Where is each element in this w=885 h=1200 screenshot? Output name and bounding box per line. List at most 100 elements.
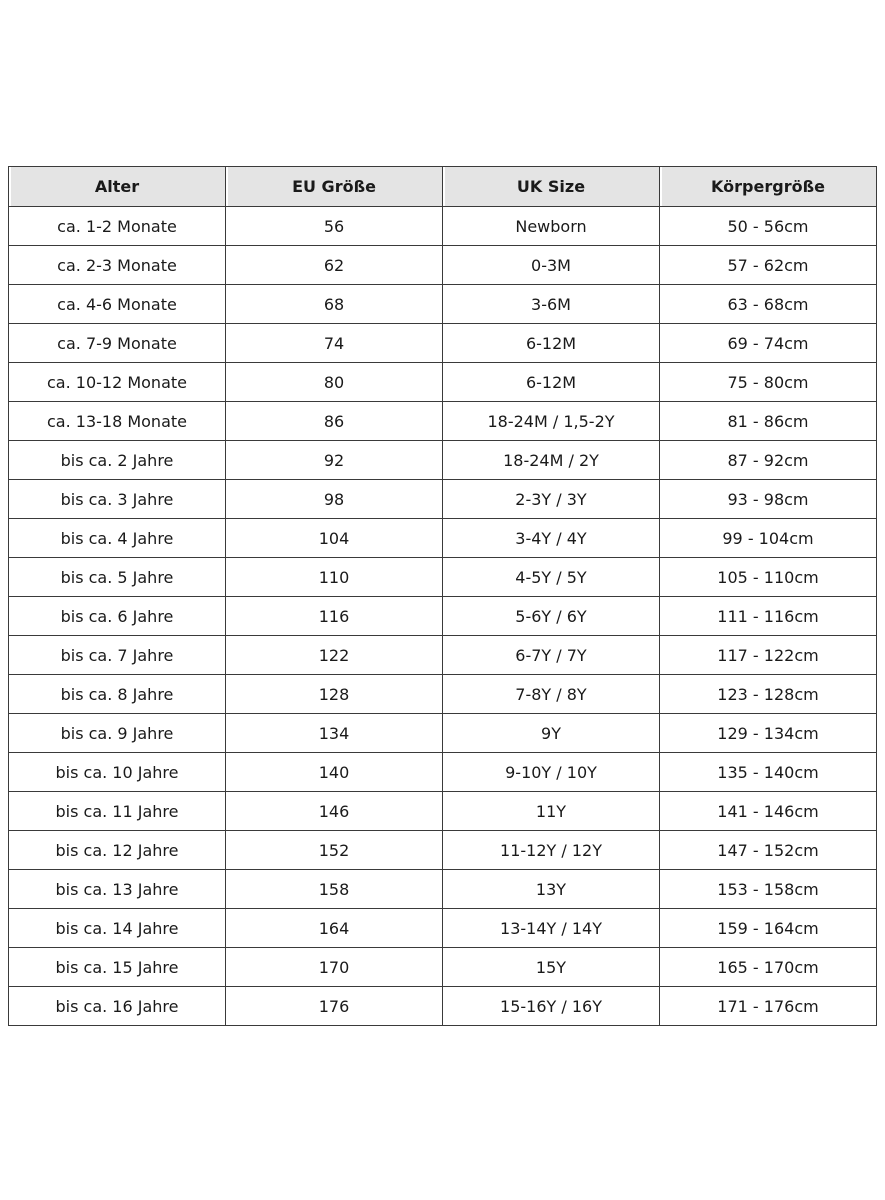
body-height-cell: 141 - 146cm (659, 791, 877, 831)
age-cell: bis ca. 7 Jahre (8, 635, 226, 675)
body-height-cell: 117 - 122cm (659, 635, 877, 675)
eu-size-cell: 134 (225, 713, 443, 753)
eu-size-cell: 86 (225, 401, 443, 441)
table-row: bis ca. 2 Jahre 92 18-24M / 2Y 87 - 92cm (8, 440, 877, 480)
age-cell: bis ca. 16 Jahre (8, 986, 226, 1026)
header-eu-size: EU Größe (225, 166, 443, 207)
age-cell: bis ca. 4 Jahre (8, 518, 226, 558)
uk-size-cell: 9-10Y / 10Y (442, 752, 660, 792)
body-height-cell: 129 - 134cm (659, 713, 877, 753)
age-cell: ca. 2-3 Monate (8, 245, 226, 285)
table-row: bis ca. 16 Jahre 176 15-16Y / 16Y 171 - 176… (8, 986, 877, 1026)
body-height-cell: 105 - 110cm (659, 557, 877, 597)
uk-size-cell: 6-12M (442, 323, 660, 363)
uk-size-cell: 4-5Y / 5Y (442, 557, 660, 597)
body-height-cell: 87 - 92cm (659, 440, 877, 480)
uk-size-cell: 3-4Y / 4Y (442, 518, 660, 558)
eu-size-cell: 104 (225, 518, 443, 558)
uk-size-cell: 0-3M (442, 245, 660, 285)
body-height-cell: 135 - 140cm (659, 752, 877, 792)
body-height-cell: 63 - 68cm (659, 284, 877, 324)
eu-size-cell: 164 (225, 908, 443, 948)
uk-size-cell: 18-24M / 1,5-2Y (442, 401, 660, 441)
table-row: bis ca. 10 Jahre 140 9-10Y / 10Y 135 - 140c… (8, 752, 877, 792)
table-row: bis ca. 4 Jahre 104 3-4Y / 4Y 99 - 104cm (8, 518, 877, 558)
age-cell: ca. 13-18 Monate (8, 401, 226, 441)
age-cell: ca. 1-2 Monate (8, 206, 226, 246)
uk-size-cell: 6-12M (442, 362, 660, 402)
uk-size-cell: 15Y (442, 947, 660, 987)
header-uk-size: UK Size (442, 166, 660, 207)
size-chart-table: Alter EU Größe UK Size Körpergröße ca. 1… (8, 166, 877, 1026)
age-cell: ca. 4-6 Monate (8, 284, 226, 324)
eu-size-cell: 98 (225, 479, 443, 519)
age-cell: bis ca. 14 Jahre (8, 908, 226, 948)
table-row: ca. 7-9 Monate 74 6-12M 69 - 74cm (8, 323, 877, 363)
eu-size-cell: 68 (225, 284, 443, 324)
eu-size-cell: 146 (225, 791, 443, 831)
table-row: bis ca. 5 Jahre 110 4-5Y / 5Y 105 - 110cm (8, 557, 877, 597)
header-body-height: Körpergröße (659, 166, 877, 207)
table-row: ca. 10-12 Monate 80 6-12M 75 - 80cm (8, 362, 877, 402)
body-height-cell: 69 - 74cm (659, 323, 877, 363)
body-height-cell: 123 - 128cm (659, 674, 877, 714)
age-cell: bis ca. 15 Jahre (8, 947, 226, 987)
eu-size-cell: 80 (225, 362, 443, 402)
body-height-cell: 99 - 104cm (659, 518, 877, 558)
age-cell: ca. 10-12 Monate (8, 362, 226, 402)
body-height-cell: 171 - 176cm (659, 986, 877, 1026)
uk-size-cell: Newborn (442, 206, 660, 246)
table-row: bis ca. 13 Jahre 158 13Y 153 - 158cm (8, 869, 877, 909)
uk-size-cell: 11-12Y / 12Y (442, 830, 660, 870)
uk-size-cell: 13-14Y / 14Y (442, 908, 660, 948)
age-cell: bis ca. 2 Jahre (8, 440, 226, 480)
eu-size-cell: 116 (225, 596, 443, 636)
table-row: bis ca. 15 Jahre 170 15Y 165 - 170cm (8, 947, 877, 987)
age-cell: bis ca. 5 Jahre (8, 557, 226, 597)
body-height-cell: 165 - 170cm (659, 947, 877, 987)
eu-size-cell: 74 (225, 323, 443, 363)
uk-size-cell: 7-8Y / 8Y (442, 674, 660, 714)
body-height-cell: 57 - 62cm (659, 245, 877, 285)
table-row: bis ca. 14 Jahre 164 13-14Y / 14Y 159 - 164… (8, 908, 877, 948)
table-row: bis ca. 6 Jahre 116 5-6Y / 6Y 111 - 116cm (8, 596, 877, 636)
eu-size-cell: 56 (225, 206, 443, 246)
body-height-cell: 81 - 86cm (659, 401, 877, 441)
body-height-cell: 159 - 164cm (659, 908, 877, 948)
age-cell: ca. 7-9 Monate (8, 323, 226, 363)
age-cell: bis ca. 12 Jahre (8, 830, 226, 870)
age-cell: bis ca. 8 Jahre (8, 674, 226, 714)
body-height-cell: 50 - 56cm (659, 206, 877, 246)
age-cell: bis ca. 11 Jahre (8, 791, 226, 831)
uk-size-cell: 15-16Y / 16Y (442, 986, 660, 1026)
body-height-cell: 111 - 116cm (659, 596, 877, 636)
table-row: bis ca. 11 Jahre 146 11Y 141 - 146cm (8, 791, 877, 831)
table-row: bis ca. 8 Jahre 128 7-8Y / 8Y 123 - 128cm (8, 674, 877, 714)
body-height-cell: 147 - 152cm (659, 830, 877, 870)
uk-size-cell: 18-24M / 2Y (442, 440, 660, 480)
eu-size-cell: 128 (225, 674, 443, 714)
uk-size-cell: 11Y (442, 791, 660, 831)
uk-size-cell: 2-3Y / 3Y (442, 479, 660, 519)
uk-size-cell: 6-7Y / 7Y (442, 635, 660, 675)
uk-size-cell: 13Y (442, 869, 660, 909)
table-row: bis ca. 7 Jahre 122 6-7Y / 7Y 117 - 122cm (8, 635, 877, 675)
age-cell: bis ca. 9 Jahre (8, 713, 226, 753)
age-cell: bis ca. 13 Jahre (8, 869, 226, 909)
table-row: ca. 2-3 Monate 62 0-3M 57 - 62cm (8, 245, 877, 285)
eu-size-cell: 176 (225, 986, 443, 1026)
eu-size-cell: 140 (225, 752, 443, 792)
table-row: bis ca. 9 Jahre 134 9Y 129 - 134cm (8, 713, 877, 753)
age-cell: bis ca. 6 Jahre (8, 596, 226, 636)
eu-size-cell: 158 (225, 869, 443, 909)
eu-size-cell: 62 (225, 245, 443, 285)
eu-size-cell: 170 (225, 947, 443, 987)
eu-size-cell: 110 (225, 557, 443, 597)
uk-size-cell: 3-6M (442, 284, 660, 324)
table-row: bis ca. 3 Jahre 98 2-3Y / 3Y 93 - 98cm (8, 479, 877, 519)
body-height-cell: 153 - 158cm (659, 869, 877, 909)
header-alter: Alter (8, 166, 226, 207)
eu-size-cell: 152 (225, 830, 443, 870)
uk-size-cell: 5-6Y / 6Y (442, 596, 660, 636)
eu-size-cell: 92 (225, 440, 443, 480)
